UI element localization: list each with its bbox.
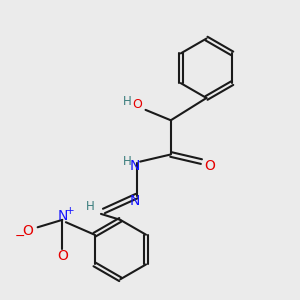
- Text: H: H: [123, 95, 132, 108]
- Text: N: N: [58, 209, 68, 223]
- Text: N: N: [130, 159, 140, 173]
- Text: O: O: [22, 224, 33, 238]
- Text: O: O: [57, 249, 68, 263]
- Text: H: H: [85, 200, 94, 213]
- Text: N: N: [130, 194, 140, 208]
- Text: +: +: [66, 206, 75, 216]
- Text: O: O: [204, 159, 215, 173]
- Text: H: H: [122, 155, 131, 168]
- Text: O: O: [133, 98, 142, 111]
- Text: −: −: [15, 230, 25, 243]
